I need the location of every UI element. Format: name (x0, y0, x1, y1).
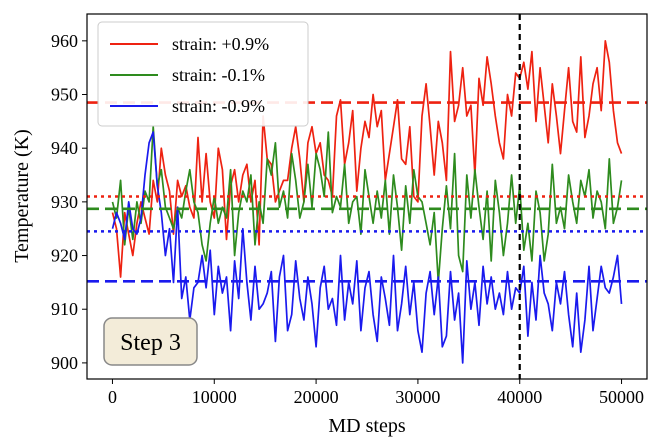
legend-label-strain-minus-0.9: strain: -0.9% (172, 96, 265, 116)
series-line-2 (111, 131, 623, 364)
plot-frame (86, 13, 648, 380)
series-line-0 (111, 39, 623, 278)
legend: strain: +0.9% strain: -0.1% strain: -0.9… (97, 21, 309, 127)
x-tick-label: 50000 (599, 387, 644, 407)
x-tick-label: 40000 (497, 387, 542, 407)
axis-ticks: 0 10000 20000 30000 40000 50000 900 910 920 930 94… (51, 31, 644, 407)
x-tick-label: 10000 (192, 387, 237, 407)
x-tick-label: 30000 (395, 387, 440, 407)
step-annotation-label: Step 3 (120, 330, 181, 356)
y-axis-title: Temperature (K) (11, 129, 33, 263)
legend-label-strain-plus-0.9: strain: +0.9% (172, 34, 269, 54)
step-annotation: Step 3 (103, 317, 198, 366)
y-tick-label: 940 (51, 138, 78, 158)
x-tick-label: 0 (108, 387, 117, 407)
y-tick-label: 960 (51, 31, 78, 51)
step-annotation-box (103, 317, 198, 366)
y-tick-label: 950 (51, 85, 78, 105)
x-axis-title: MD steps (328, 415, 405, 437)
y-tick-label: 910 (51, 299, 78, 319)
x-tick-label: 20000 (294, 387, 339, 407)
legend-box (97, 21, 309, 127)
y-tick-label: 900 (51, 353, 78, 373)
legend-label-strain-minus-0.1: strain: -0.1% (172, 65, 265, 85)
y-tick-label: 930 (51, 192, 78, 212)
series-line-1 (111, 125, 623, 284)
y-tick-label: 920 (51, 246, 78, 266)
